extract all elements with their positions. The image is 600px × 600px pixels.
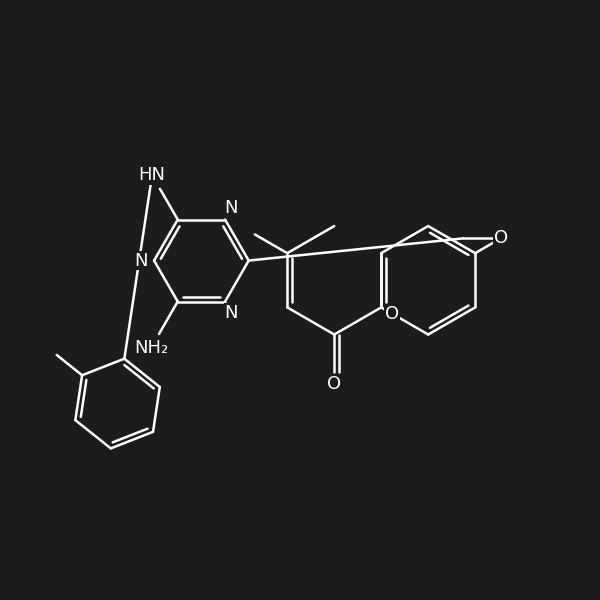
Text: O: O [385,305,400,323]
Text: N: N [225,199,238,217]
Text: N: N [225,304,238,322]
Text: O: O [327,375,341,393]
Text: NH₂: NH₂ [134,338,168,356]
Text: HN: HN [139,166,166,184]
Text: O: O [494,229,508,247]
Text: N: N [134,251,148,269]
